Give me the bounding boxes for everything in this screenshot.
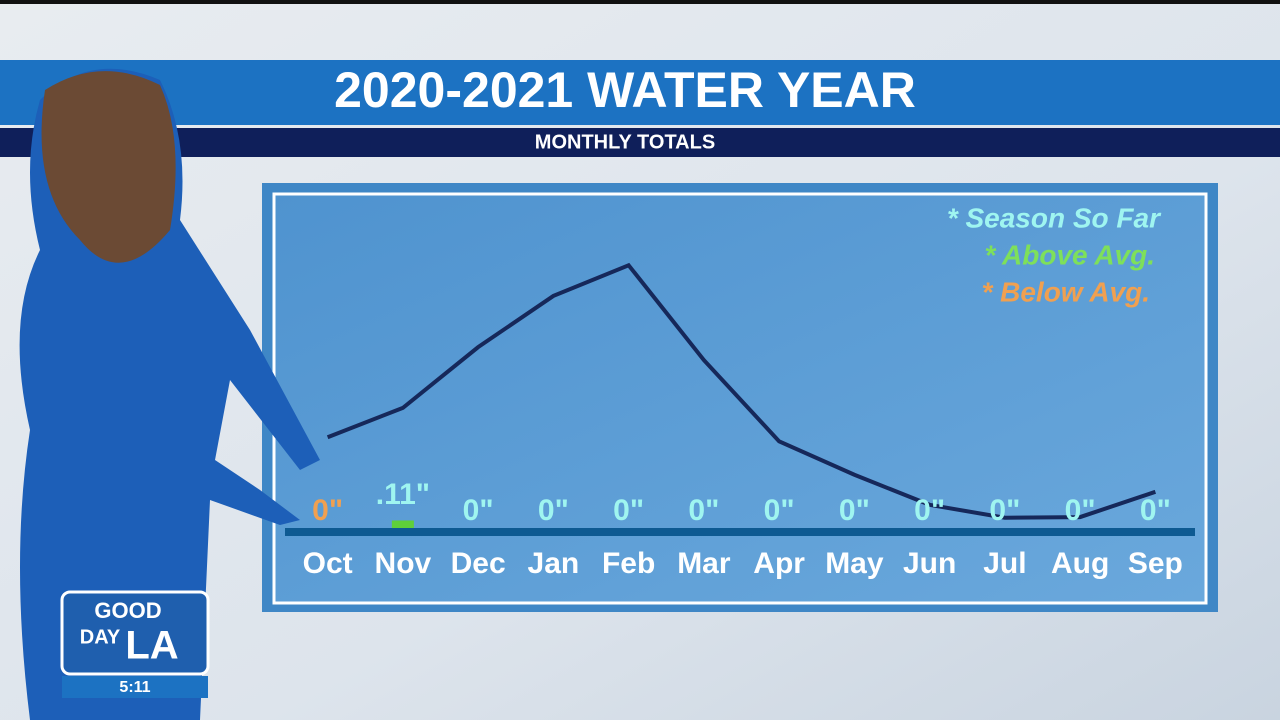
value-label: 0" — [538, 494, 569, 527]
logo-line3: LA — [125, 624, 178, 668]
month-label: Nov — [375, 547, 432, 580]
legend-entry: * Below Avg. — [981, 276, 1150, 307]
subtitle: MONTHLY TOTALS — [535, 131, 715, 153]
presenter — [19, 68, 320, 720]
plot: 0" Oct .11" Nov 0" Dec 0" Jan 0" Feb 0" Mar 0" Apr 0" M… — [303, 202, 1183, 580]
presenter-hair — [41, 71, 176, 263]
month-label: Sep — [1128, 547, 1183, 580]
month-label: Apr — [753, 547, 805, 580]
month-label: Feb — [602, 547, 655, 580]
value-label: 0" — [312, 494, 343, 527]
time-box — [62, 676, 208, 698]
time: 5:11 — [119, 679, 150, 696]
value-label: 0" — [764, 494, 795, 527]
month-label: Jun — [903, 547, 956, 580]
logo-box — [60, 590, 210, 676]
logo-line2: DAY — [80, 626, 121, 648]
month-label: Mar — [677, 547, 731, 580]
title-band — [0, 60, 1280, 125]
legend-entry: * Season So Far — [947, 202, 1162, 233]
month-label: Dec — [451, 547, 506, 580]
month-label: Jul — [983, 547, 1026, 580]
month-label: Oct — [303, 547, 353, 580]
value-label: 0" — [914, 494, 945, 527]
value-label: 0" — [613, 494, 644, 527]
value-label: 0" — [1140, 494, 1171, 527]
logo: GOOD DAY LA 5:11 — [60, 590, 210, 698]
subtitle-band — [0, 128, 1280, 157]
month-label: Jan — [528, 547, 580, 580]
value-label: 0" — [688, 494, 719, 527]
average-line — [326, 262, 1157, 520]
logo-line1: GOOD — [94, 598, 161, 623]
value-label: 0" — [989, 494, 1020, 527]
value-label: 0" — [1065, 494, 1096, 527]
value-label: 0" — [463, 494, 494, 527]
legend-entry: * Above Avg. — [984, 239, 1155, 270]
bar — [391, 520, 414, 528]
month-label: May — [825, 547, 884, 580]
title: 2020-2021 WATER YEAR — [334, 62, 916, 118]
month-label: Aug — [1051, 547, 1109, 580]
value-label: 0" — [839, 494, 870, 527]
baseline — [285, 528, 1195, 536]
top-edge — [0, 0, 1280, 4]
value-label: .11" — [376, 478, 430, 511]
